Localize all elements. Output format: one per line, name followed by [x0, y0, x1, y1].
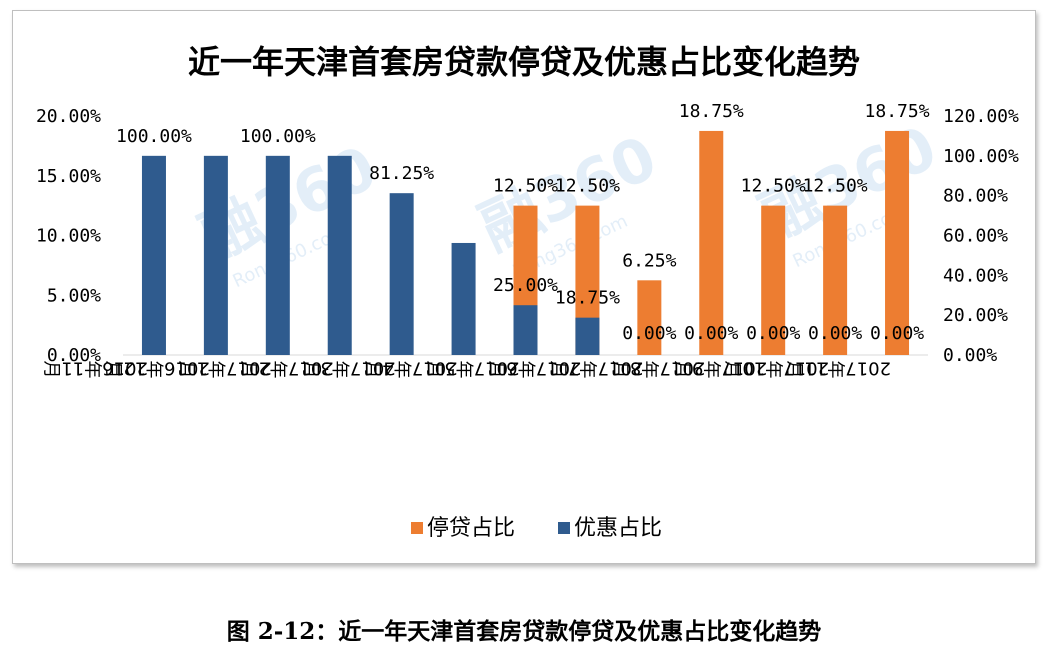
category-label: 2017年10月 [724, 358, 829, 379]
category-label: 2017年11月 [786, 358, 891, 379]
data-label-discount: 0.00% [622, 323, 676, 344]
left-tick-label: 5.00% [47, 285, 101, 306]
bar-discount [203, 155, 228, 355]
data-label-stop-loan: 6.25% [622, 250, 676, 271]
bar-labels: 100.00% 100.00% 81.25% 12.50% 25.00% 12.50% 18… [116, 101, 930, 344]
data-label-discount: 0.00% [808, 323, 862, 344]
legend-swatch [411, 522, 423, 534]
legend-label: 优惠占比 [574, 516, 662, 541]
category-label: 2017年3月 [302, 358, 395, 379]
category-label: 2017年2月 [240, 358, 333, 379]
category-labels: 2016年11月2016年12月2017年1月2017年2月2017年3月201… [43, 358, 891, 379]
right-tick-label: 40.00% [943, 265, 1008, 286]
category-label: 2017年8月 [612, 358, 705, 379]
bar-stop-loan [885, 130, 910, 355]
left-tick-label: 10.00% [36, 226, 101, 247]
bars [141, 130, 910, 355]
data-label-stop-loan: 18.75% [679, 101, 744, 122]
figure-caption: 图 2-12：近一年天津首套房贷款停贷及优惠占比变化趋势 [226, 618, 822, 645]
category-label: 2017年1月 [179, 358, 272, 379]
category-label: 2017年4月 [364, 358, 457, 379]
right-tick-label: 120.00% [943, 106, 1019, 127]
data-label-stop-loan: 18.75% [865, 101, 930, 122]
left-tick-label: 15.00% [36, 166, 101, 187]
bar-discount [451, 242, 476, 355]
data-label-stop-loan: 12.50% [555, 176, 620, 197]
data-label-discount: 18.75% [555, 288, 620, 309]
data-label-stop-loan: 12.50% [803, 176, 868, 197]
category-label: 2017年9月 [674, 358, 767, 379]
bar-discount [389, 193, 414, 355]
left-tick-label: 20.00% [36, 106, 101, 127]
data-label-discount: 0.00% [870, 323, 924, 344]
legend-swatch [558, 522, 570, 534]
chart-frame: 融360Rong360.com融360Rong360.com融360Rong36… [12, 10, 1036, 564]
category-label: 2016年11月 [43, 358, 148, 379]
bar-discount [513, 305, 538, 355]
category-label: 2017年7月 [550, 358, 643, 379]
data-label-discount: 100.00% [116, 126, 192, 147]
right-tick-label: 80.00% [943, 186, 1008, 207]
chart-title: 近一年天津首套房贷款停贷及优惠占比变化趋势 [188, 43, 860, 81]
left-axis: 0.00% 5.00% 10.00% 15.00% 20.00% [36, 106, 928, 366]
legend: 停贷占比 优惠占比 [411, 516, 662, 541]
data-label-discount: 100.00% [240, 126, 316, 147]
bar-stop-loan [761, 205, 786, 355]
bar-stop-loan [823, 205, 848, 355]
data-label-discount: 25.00% [493, 275, 558, 296]
data-label-discount: 81.25% [369, 163, 434, 184]
legend-label: 停贷占比 [427, 516, 515, 541]
data-label-discount: 0.00% [684, 323, 738, 344]
right-tick-label: 60.00% [943, 226, 1008, 247]
category-label: 2016年12月 [105, 358, 210, 379]
right-tick-label: 20.00% [943, 305, 1008, 326]
right-axis: 0.00% 20.00% 40.00% 60.00% 80.00% 100.00% 120.… [943, 106, 1019, 366]
bar-stop-loan [699, 130, 724, 355]
category-label: 2017年5月 [426, 358, 519, 379]
chart-svg: 融360Rong360.com融360Rong360.com融360Rong36… [36, 43, 1019, 541]
data-label-stop-loan: 12.50% [741, 176, 806, 197]
bar-stop-loan [637, 280, 662, 355]
left-tick-label: 0.00% [47, 345, 101, 366]
bar-discount [141, 155, 166, 355]
bar-discount [327, 155, 352, 355]
data-label-discount: 0.00% [746, 323, 800, 344]
bar-discount [575, 317, 600, 355]
right-tick-label: 0.00% [943, 345, 997, 366]
bar-discount [265, 155, 290, 355]
right-tick-label: 100.00% [943, 146, 1019, 167]
category-label: 2017年6月 [488, 358, 581, 379]
data-label-stop-loan: 12.50% [493, 176, 558, 197]
